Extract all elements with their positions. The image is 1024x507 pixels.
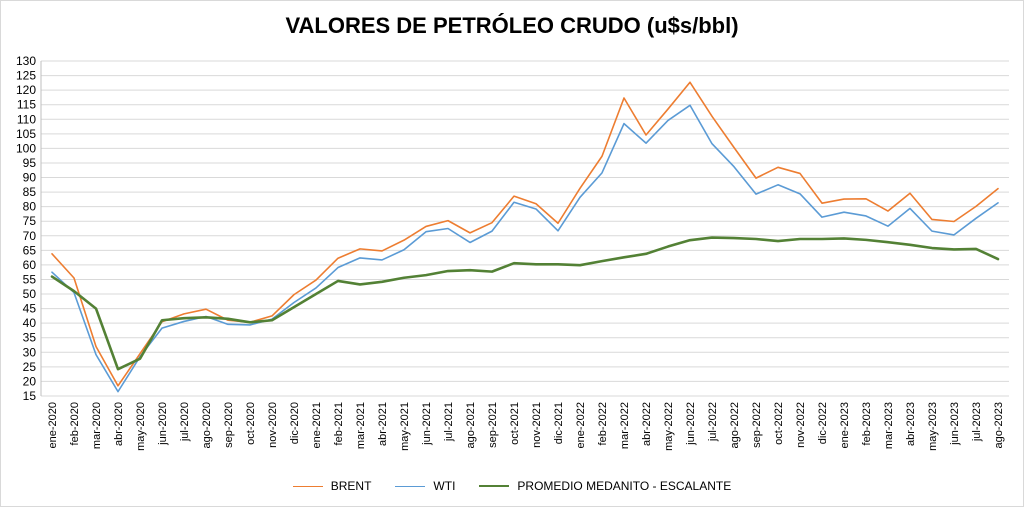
x-tick-label: sep-2020 [223,402,235,448]
x-tick-label: jul-2022 [707,402,719,442]
y-tick-label: 40 [23,316,37,330]
legend-entry: BRENT [292,479,372,493]
x-tick-label: oct-2020 [245,402,257,445]
y-tick-label: 20 [23,374,37,388]
y-tick-label: 15 [23,389,37,403]
x-tick-label: mar-2020 [91,402,103,449]
y-tick-label: 130 [16,54,36,68]
legend-label: PROMEDIO MEDANITO - ESCALANTE [517,479,732,493]
x-tick-label: abr-2020 [113,402,125,446]
x-tick-label: dic-2022 [817,402,829,444]
y-tick-label: 120 [16,83,36,97]
x-tick-label: jun-2020 [157,402,169,446]
x-tick-label: nov-2021 [531,402,543,448]
y-tick-label: 125 [16,69,36,83]
x-tick-label: ene-2020 [47,402,59,449]
x-tick-label: oct-2022 [773,402,785,445]
x-tick-label: jul-2021 [443,402,455,442]
x-tick-label: jun-2022 [685,402,697,446]
y-tick-label: 95 [23,156,37,170]
legend-label: WTI [433,479,456,493]
y-tick-label: 50 [23,287,37,301]
x-tick-label: mar-2021 [355,402,367,449]
legend-label: BRENT [330,479,372,493]
x-tick-label: ene-2021 [311,402,323,449]
y-tick-label: 70 [23,229,37,243]
x-tick-label: dic-2021 [553,402,565,444]
legend: BRENT WTI PROMEDIO MEDANITO - ESCALANTE [1,479,1023,493]
x-tick-label: feb-2022 [597,402,609,445]
y-tick-label: 55 [23,272,37,286]
x-tick-label: mar-2023 [883,402,895,449]
y-tick-label: 115 [17,98,36,112]
y-tick-label: 80 [23,200,37,214]
x-tick-label: may-2021 [399,402,411,451]
x-tick-label: ene-2023 [839,402,851,449]
x-tick-label: nov-2020 [267,402,279,448]
legend-swatch [292,485,323,487]
x-tick-label: ago-2022 [729,402,741,449]
x-tick-label: feb-2020 [69,402,81,445]
x-tick-label: ene-2022 [575,402,587,449]
x-tick-label: jun-2023 [949,402,961,446]
x-tick-label: nov-2022 [795,402,807,448]
y-tick-label: 90 [23,171,37,185]
series-line-2 [50,236,1000,371]
chart-title: VALORES DE PETRÓLEO CRUDO (u$s/bbl) [285,13,739,38]
x-tick-label: jun-2021 [421,402,433,446]
y-tick-label: 35 [23,331,37,345]
x-tick-label: abr-2023 [905,402,917,446]
y-tick-label: 110 [17,112,36,126]
y-tick-label: 60 [23,258,37,272]
y-tick-label: 75 [23,214,37,228]
x-tick-label: oct-2021 [509,402,521,445]
legend-swatch [479,485,510,487]
x-tick-label: sep-2022 [751,402,763,448]
x-tick-label: ago-2020 [201,402,213,449]
x-tick-label: ago-2021 [465,402,477,449]
x-tick-label: may-2020 [135,402,147,451]
y-tick-label: 85 [23,185,37,199]
x-tick-label: ago-2023 [993,402,1005,449]
legend-swatch [395,485,426,487]
legend-entry: WTI [395,479,455,493]
y-tick-label: 105 [16,127,36,141]
x-tick-label: jul-2020 [179,402,191,442]
y-tick-label: 45 [23,302,37,316]
x-tick-label: feb-2023 [861,402,873,445]
x-tick-label: sep-2021 [487,402,499,448]
x-tick-label: mar-2022 [619,402,631,449]
x-tick-label: abr-2022 [641,402,653,446]
x-tick-label: feb-2021 [333,402,345,445]
y-tick-label: 25 [23,360,37,374]
y-tick-label: 30 [23,345,37,359]
x-tick-label: abr-2021 [377,402,389,446]
x-tick-label: jul-2023 [971,402,983,442]
legend-entry: PROMEDIO MEDANITO - ESCALANTE [479,479,731,493]
y-tick-label: 65 [23,243,37,257]
x-tick-label: dic-2020 [289,402,301,444]
series-line-0 [51,81,999,387]
x-tick-label: may-2022 [663,402,675,451]
y-tick-label: 100 [16,141,36,155]
x-tick-label: may-2023 [927,402,939,451]
